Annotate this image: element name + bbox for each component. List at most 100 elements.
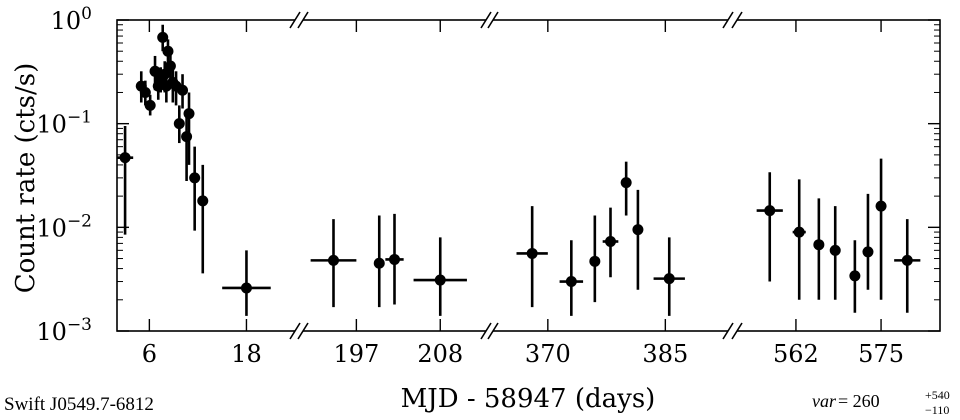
data-point bbox=[139, 80, 151, 106]
data-point bbox=[849, 240, 861, 313]
data-marker bbox=[632, 224, 644, 236]
data-point bbox=[894, 219, 921, 313]
data-point bbox=[602, 207, 619, 278]
data-point bbox=[620, 161, 632, 216]
data-point bbox=[173, 105, 185, 144]
data-marker bbox=[663, 273, 675, 285]
data-point bbox=[813, 198, 825, 300]
axis-break-slash bbox=[480, 322, 492, 340]
data-marker bbox=[149, 65, 161, 77]
y-tick-label: 10−3 bbox=[36, 315, 92, 346]
data-marker bbox=[875, 200, 887, 212]
data-point bbox=[222, 250, 271, 316]
data-marker bbox=[849, 270, 861, 282]
data-point bbox=[792, 179, 806, 300]
x-tick-labels: 6 18 197 208 370 385 562 575 bbox=[142, 340, 904, 368]
data-point bbox=[373, 215, 385, 308]
axis-breaks bbox=[289, 11, 743, 340]
y-tick-labels: 100 10−1 10−2 10−3 bbox=[36, 4, 92, 346]
svg-text:var: var bbox=[812, 391, 837, 411]
x-tick-label: 575 bbox=[858, 340, 904, 368]
data-point bbox=[559, 240, 584, 316]
axis-ticks bbox=[117, 19, 940, 332]
x-tick-label: 18 bbox=[231, 340, 262, 368]
data-marker bbox=[526, 247, 538, 259]
data-marker bbox=[373, 257, 385, 269]
data-marker bbox=[389, 253, 400, 265]
data-marker bbox=[813, 239, 825, 251]
axis-break-slash bbox=[480, 11, 492, 29]
axis-break-slash bbox=[731, 322, 743, 340]
svg-text:−110: −110 bbox=[925, 403, 949, 417]
data-point bbox=[862, 193, 874, 290]
data-marker bbox=[764, 205, 776, 217]
data-point bbox=[197, 164, 209, 274]
x-axis-title: MJD - 58947 (days) bbox=[401, 384, 656, 414]
axis-break-slash bbox=[487, 322, 499, 340]
data-point bbox=[516, 206, 548, 308]
data-point bbox=[632, 189, 644, 290]
data-marker bbox=[605, 236, 616, 248]
svg-text:+540: +540 bbox=[925, 388, 950, 402]
x-tick-label: 6 bbox=[142, 340, 157, 368]
axis-break-slash bbox=[731, 11, 743, 29]
x-tick-label: 562 bbox=[773, 340, 819, 368]
data-marker bbox=[119, 152, 131, 164]
data-marker bbox=[139, 86, 151, 98]
data-point bbox=[829, 206, 841, 300]
data-marker bbox=[197, 195, 209, 207]
y-axis-title: Count rate (cts/s) bbox=[11, 63, 41, 294]
y-tick-label: 10−2 bbox=[36, 211, 92, 242]
x-tick-label: 208 bbox=[417, 340, 463, 368]
svg-text:= 260: = 260 bbox=[838, 391, 880, 411]
data-marker bbox=[620, 177, 632, 189]
data-marker bbox=[240, 282, 252, 294]
axis-break-slash bbox=[289, 11, 301, 29]
variability-label: var = 260 +540 −110 bbox=[812, 388, 950, 417]
data-point bbox=[117, 125, 134, 235]
data-point bbox=[310, 219, 357, 308]
data-marker bbox=[177, 84, 189, 96]
data-point bbox=[589, 215, 601, 303]
data-point bbox=[653, 237, 685, 316]
plot-frame bbox=[116, 19, 941, 332]
data-marker bbox=[183, 108, 195, 120]
data-marker bbox=[565, 276, 577, 288]
axis-break-slash bbox=[289, 322, 301, 340]
data-marker bbox=[173, 118, 185, 130]
data-marker bbox=[829, 244, 841, 256]
data-marker bbox=[862, 246, 874, 258]
x-tick-label: 197 bbox=[333, 340, 379, 368]
data-marker bbox=[189, 172, 201, 184]
data-point bbox=[144, 94, 156, 116]
data-point bbox=[177, 74, 189, 109]
data-marker bbox=[901, 254, 913, 266]
data-marker bbox=[328, 254, 339, 266]
data-marker bbox=[144, 99, 156, 111]
x-tick-label: 385 bbox=[642, 340, 688, 368]
data-point bbox=[875, 158, 887, 300]
data-point bbox=[413, 237, 467, 316]
data-point bbox=[385, 213, 404, 305]
data-points bbox=[117, 24, 921, 316]
data-point bbox=[756, 172, 783, 282]
data-marker bbox=[589, 255, 601, 267]
data-marker bbox=[157, 31, 169, 43]
data-point bbox=[157, 24, 169, 52]
data-marker bbox=[162, 45, 174, 57]
axis-break-slash bbox=[297, 11, 309, 29]
data-point bbox=[183, 92, 195, 165]
data-marker bbox=[164, 60, 176, 72]
data-marker bbox=[434, 274, 446, 286]
axis-break-slash bbox=[297, 322, 309, 340]
axis-break-slash bbox=[722, 322, 734, 340]
axis-break-slash bbox=[722, 11, 734, 29]
source-label: Swift J0549.7-6812 bbox=[4, 394, 154, 415]
data-marker bbox=[181, 131, 193, 143]
y-tick-label: 100 bbox=[51, 4, 92, 35]
axis-break-slash bbox=[487, 11, 499, 29]
y-tick-label: 10−1 bbox=[36, 108, 92, 139]
data-point bbox=[189, 146, 201, 231]
data-marker bbox=[793, 226, 805, 238]
